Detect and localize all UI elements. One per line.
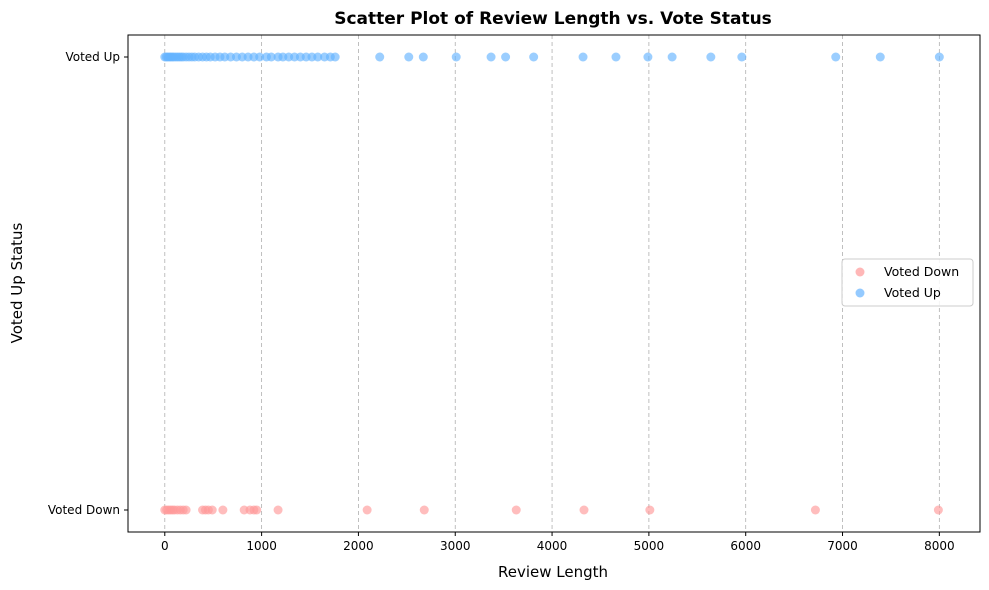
y-axis-label: Voted Up Status	[8, 222, 26, 343]
data-point	[501, 52, 511, 62]
data-point	[255, 52, 265, 62]
data-point	[933, 505, 943, 515]
y-tick-label: Voted Down	[48, 503, 120, 517]
data-point	[418, 52, 428, 62]
x-tick-label: 1000	[246, 539, 277, 553]
data-point	[579, 505, 589, 515]
legend-label-voted-up: Voted Up	[884, 285, 941, 300]
data-point	[645, 505, 655, 515]
x-tick-label: 3000	[440, 539, 471, 553]
data-point	[643, 52, 653, 62]
data-point	[330, 52, 340, 62]
x-tick-label: 8000	[924, 539, 955, 553]
data-point	[667, 52, 677, 62]
data-point	[875, 52, 885, 62]
data-point	[451, 52, 461, 62]
legend-marker-voted-up	[855, 288, 865, 298]
data-points	[160, 52, 944, 515]
data-point	[266, 52, 276, 62]
data-point	[313, 52, 323, 62]
x-axis-ticks: 0 1000 2000 3000 4000 5000 6000 7000 8000	[161, 532, 955, 553]
data-point	[737, 52, 747, 62]
x-tick-label: 5000	[634, 539, 665, 553]
chart-title: Scatter Plot of Review Length vs. Vote S…	[334, 9, 772, 29]
x-axis-label: Review Length	[498, 563, 608, 581]
y-axis-ticks: Voted Down Voted Up	[48, 50, 128, 517]
data-point	[375, 52, 385, 62]
data-point	[529, 52, 539, 62]
x-tick-label: 0	[161, 539, 169, 553]
data-point	[810, 505, 820, 515]
plot-frame	[127, 34, 981, 533]
legend: Voted Down Voted Up	[841, 258, 974, 307]
data-point	[511, 505, 521, 515]
data-point	[181, 505, 191, 515]
data-point	[831, 52, 841, 62]
data-point	[611, 52, 621, 62]
y-tick-label: Voted Up	[65, 50, 120, 64]
legend-box	[841, 258, 974, 307]
data-point	[419, 505, 429, 515]
data-point	[218, 505, 228, 515]
data-point	[486, 52, 496, 62]
data-point	[404, 52, 414, 62]
data-point	[273, 505, 283, 515]
data-point	[207, 505, 217, 515]
x-tick-label: 4000	[537, 539, 568, 553]
x-tick-label: 6000	[730, 539, 761, 553]
data-point	[362, 505, 372, 515]
data-point	[706, 52, 716, 62]
legend-marker-voted-down	[855, 267, 865, 277]
data-point	[252, 505, 262, 515]
x-tick-label: 7000	[827, 539, 858, 553]
data-point	[578, 52, 588, 62]
data-point	[934, 52, 944, 62]
legend-label-voted-down: Voted Down	[884, 264, 959, 279]
x-tick-label: 2000	[343, 539, 374, 553]
